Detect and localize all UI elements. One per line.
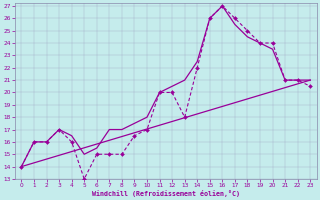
X-axis label: Windchill (Refroidissement éolien,°C): Windchill (Refroidissement éolien,°C) bbox=[92, 190, 240, 197]
